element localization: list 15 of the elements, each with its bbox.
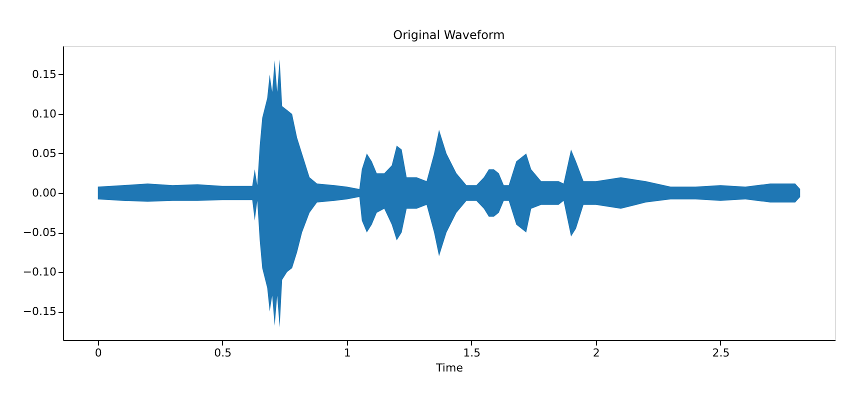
x-tick-label: 1 (344, 346, 351, 360)
x-tick-label: 0 (94, 346, 102, 360)
x-axis-title: Time (435, 362, 464, 374)
y-tick-label: −0.05 (22, 226, 56, 240)
y-tick-label: 0.10 (32, 107, 56, 120)
y-tick-label: 0.15 (32, 68, 56, 81)
x-tick-label: 0.5 (214, 346, 232, 360)
chart-title: Original Waveform (393, 28, 505, 42)
x-tick-label: 2 (592, 346, 600, 360)
y-tick-label: 0.05 (32, 146, 56, 160)
y-tick-label: −0.15 (22, 305, 56, 318)
x-tick-label: 2.5 (712, 346, 730, 360)
y-tick-label: 0.00 (32, 186, 56, 200)
x-tick-label: 1.5 (463, 346, 481, 360)
y-tick-label: −0.10 (22, 266, 56, 279)
